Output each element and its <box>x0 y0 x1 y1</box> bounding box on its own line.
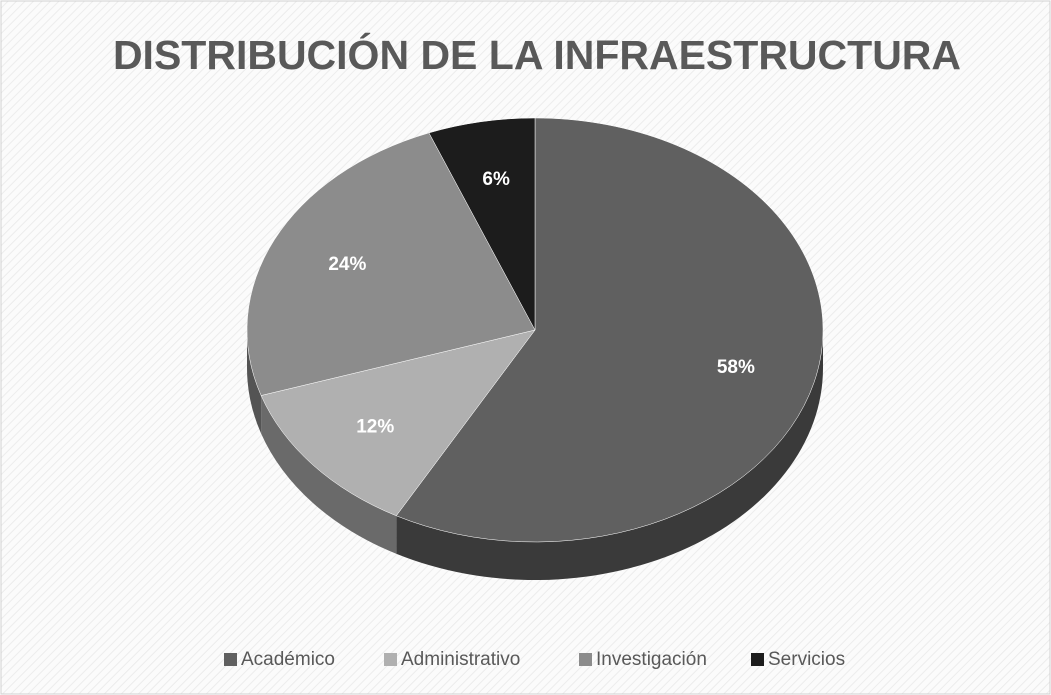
pie-slice <box>428 117 536 331</box>
data-label: 12% <box>356 416 394 437</box>
data-label: 24% <box>328 254 366 275</box>
legend: Académico Administrativo Investigación Serv… <box>224 649 845 670</box>
pie-slice-side <box>247 330 262 434</box>
legend-swatch <box>579 653 592 666</box>
pie-slice <box>246 132 536 396</box>
pie-slice <box>260 329 536 517</box>
legend-label: Servicios <box>768 649 845 670</box>
pie: 58% 12% 24% 6% <box>246 117 824 580</box>
pie-slice-side <box>261 395 397 554</box>
data-label: 6% <box>482 169 510 190</box>
chart-title: DISTRIBUCIÓN DE LA INFRAESTRUCTURA <box>113 32 961 78</box>
legend-label: Académico <box>241 649 335 670</box>
legend-label: Investigación <box>596 649 707 670</box>
data-label: 58% <box>717 357 755 378</box>
pie-slice-side <box>396 330 823 580</box>
pie-slice <box>395 117 824 543</box>
legend-swatch <box>224 653 237 666</box>
legend-swatch <box>384 653 397 666</box>
legend-swatch <box>751 653 764 666</box>
legend-label: Administrativo <box>401 649 520 670</box>
